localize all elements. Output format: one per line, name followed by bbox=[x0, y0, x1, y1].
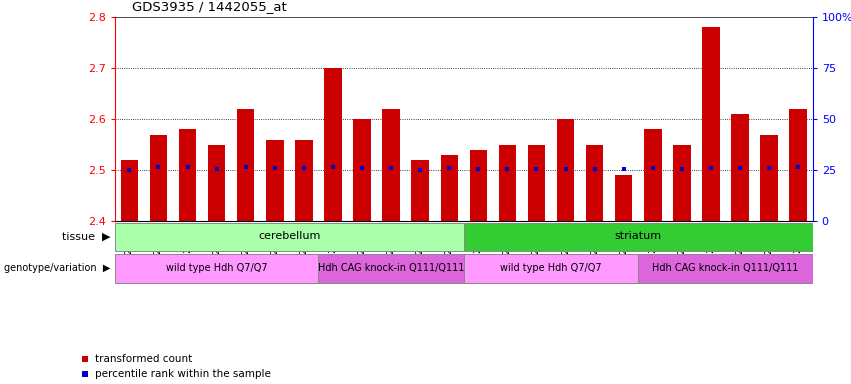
Text: wild type Hdh Q7/Q7: wild type Hdh Q7/Q7 bbox=[500, 263, 602, 273]
Bar bbox=[324, 68, 341, 221]
Text: genotype/variation  ▶: genotype/variation ▶ bbox=[4, 263, 111, 273]
Bar bbox=[731, 114, 749, 221]
Bar bbox=[702, 28, 720, 221]
Bar bbox=[179, 129, 197, 221]
Bar bbox=[673, 145, 690, 221]
Bar bbox=[115, 223, 464, 251]
Text: Hdh CAG knock-in Q111/Q111: Hdh CAG knock-in Q111/Q111 bbox=[318, 263, 465, 273]
Bar bbox=[557, 119, 574, 221]
Bar bbox=[382, 109, 400, 221]
Bar bbox=[295, 140, 312, 221]
Bar bbox=[528, 145, 545, 221]
Bar bbox=[464, 254, 638, 283]
Text: transformed count: transformed count bbox=[95, 354, 192, 364]
Bar bbox=[121, 160, 138, 221]
Bar bbox=[790, 109, 807, 221]
Bar bbox=[638, 254, 813, 283]
Bar bbox=[464, 223, 813, 251]
Text: striatum: striatum bbox=[614, 231, 662, 241]
Bar bbox=[760, 134, 778, 221]
Text: Hdh CAG knock-in Q111/Q111: Hdh CAG knock-in Q111/Q111 bbox=[652, 263, 799, 273]
Bar bbox=[585, 145, 603, 221]
Bar bbox=[208, 145, 226, 221]
Bar bbox=[499, 145, 516, 221]
Bar bbox=[266, 140, 283, 221]
Text: tissue  ▶: tissue ▶ bbox=[62, 231, 111, 241]
Bar bbox=[237, 109, 254, 221]
Text: GDS3935 / 1442055_at: GDS3935 / 1442055_at bbox=[132, 0, 287, 13]
Bar bbox=[615, 175, 632, 221]
Bar bbox=[411, 160, 429, 221]
Text: wild type Hdh Q7/Q7: wild type Hdh Q7/Q7 bbox=[166, 263, 267, 273]
Text: percentile rank within the sample: percentile rank within the sample bbox=[95, 369, 271, 379]
Bar bbox=[115, 254, 318, 283]
Bar bbox=[150, 134, 167, 221]
Bar bbox=[441, 155, 458, 221]
Bar bbox=[470, 150, 487, 221]
Bar bbox=[644, 129, 661, 221]
Bar bbox=[318, 254, 464, 283]
Text: cerebellum: cerebellum bbox=[258, 231, 321, 241]
Bar bbox=[353, 119, 371, 221]
